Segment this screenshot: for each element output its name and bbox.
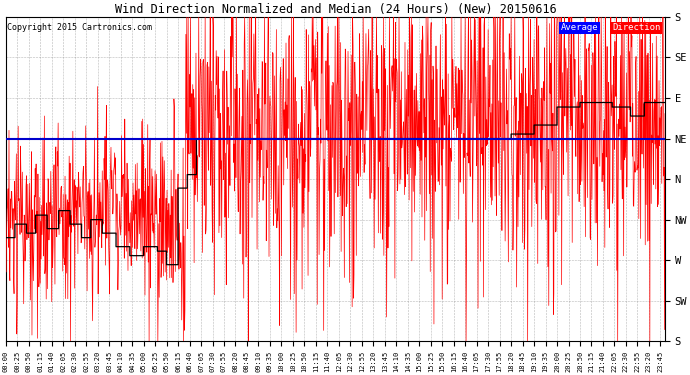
Text: Direction: Direction	[613, 23, 661, 32]
Title: Wind Direction Normalized and Median (24 Hours) (New) 20150616: Wind Direction Normalized and Median (24…	[115, 3, 556, 16]
Text: Average: Average	[561, 23, 598, 32]
Text: Copyright 2015 Cartronics.com: Copyright 2015 Cartronics.com	[7, 23, 152, 32]
